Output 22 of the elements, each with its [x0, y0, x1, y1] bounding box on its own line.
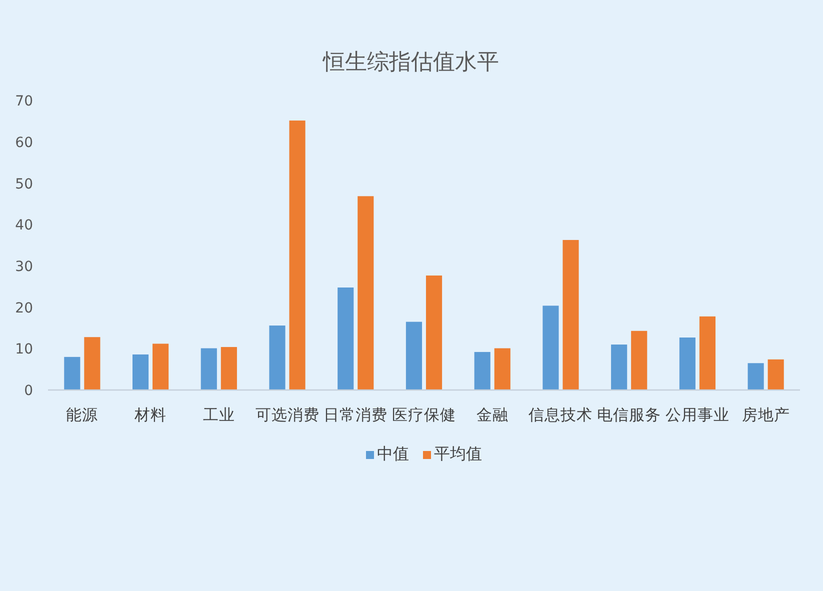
x-tick-label: 日常消费 — [324, 406, 388, 424]
y-tick-label: 70 — [15, 94, 33, 110]
x-tick-label: 公用事业 — [665, 406, 730, 424]
title: 恒生综指估值水平 — [323, 50, 499, 75]
x-tick-label: 可选消费 — [255, 406, 320, 424]
y-tick-label: 20 — [15, 300, 33, 316]
y-tick-label: 60 — [15, 135, 33, 152]
y-tick-label: 40 — [15, 218, 33, 234]
x-tick-label: 工业 — [202, 406, 235, 424]
legend-label: 中值 — [377, 444, 409, 463]
x-tick-label: 医疗保健 — [392, 406, 456, 424]
x-tick-label: 电信服务 — [597, 406, 662, 424]
x-tick-label: 能源 — [66, 406, 98, 424]
legend-label: 平均值 — [434, 444, 482, 463]
x-tick-label: 金融 — [476, 406, 508, 424]
y-tick-label: 10 — [15, 342, 33, 358]
x-tick-label: 房地产 — [742, 406, 790, 424]
y-tick-label: 0 — [24, 383, 33, 399]
y-tick-label: 30 — [15, 259, 33, 276]
x-tick-label: 材料 — [134, 406, 167, 424]
y-tick-label: 50 — [15, 176, 33, 192]
x-tick-label: 信息技术 — [528, 406, 593, 424]
